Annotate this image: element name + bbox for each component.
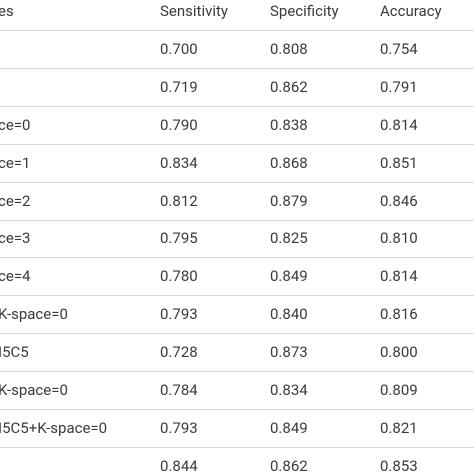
row-divider <box>0 446 474 448</box>
value-cell: 0.846 <box>380 191 418 210</box>
row-divider <box>0 143 474 145</box>
value-cell: 0.868 <box>270 153 308 172</box>
row-divider <box>0 371 474 373</box>
header-cell: es <box>0 2 14 20</box>
value-cell: 0.790 <box>160 115 198 134</box>
row-divider <box>0 181 474 183</box>
header-cell: Sensitivity <box>160 2 229 20</box>
value-cell: 0.849 <box>270 267 308 286</box>
value-cell: 0.853 <box>380 456 418 474</box>
header-cell: Accuracy <box>380 2 442 20</box>
value-cell: 0.873 <box>270 343 308 362</box>
value-cell: 0.862 <box>270 456 308 474</box>
value-cell: 0.780 <box>160 267 198 286</box>
row-divider <box>0 333 474 335</box>
header-cell: Specificity <box>270 2 339 20</box>
row-divider <box>0 409 474 410</box>
row-label: I5C5+K-space=0 <box>0 418 108 437</box>
value-cell: 0.728 <box>160 343 198 362</box>
value-cell: 0.719 <box>160 77 198 96</box>
row-label: ce=1 <box>0 153 31 172</box>
value-cell: 0.810 <box>380 229 418 248</box>
row-label: I5C5 <box>0 343 29 362</box>
row-divider <box>0 219 474 221</box>
value-cell: 0.809 <box>380 381 418 400</box>
value-cell: 0.814 <box>380 267 418 286</box>
row-divider <box>0 295 474 297</box>
value-cell: 0.754 <box>380 39 418 58</box>
row-label: K-space=0 <box>0 305 68 324</box>
row-label: ce=4 <box>0 267 31 286</box>
value-cell: 0.795 <box>160 229 198 248</box>
value-cell: 0.812 <box>160 191 198 210</box>
row-divider <box>0 257 474 259</box>
row-label: ce=2 <box>0 191 31 210</box>
row-label: K-space=0 <box>0 381 68 400</box>
row-divider <box>0 67 474 69</box>
value-cell: 0.840 <box>270 305 308 324</box>
value-cell: 0.700 <box>160 39 198 58</box>
value-cell: 0.793 <box>160 418 198 437</box>
value-cell: 0.849 <box>270 418 308 437</box>
value-cell: 0.844 <box>160 456 198 474</box>
value-cell: 0.825 <box>270 229 308 248</box>
value-cell: 0.784 <box>160 381 198 400</box>
value-cell: 0.791 <box>380 77 418 96</box>
value-cell: 0.834 <box>160 153 198 172</box>
row-divider <box>0 105 474 107</box>
value-cell: 0.808 <box>270 39 308 58</box>
value-cell: 0.814 <box>380 115 418 134</box>
value-cell: 0.838 <box>270 115 308 134</box>
row-label: ce=0 <box>0 115 31 134</box>
value-cell: 0.851 <box>380 153 418 172</box>
value-cell: 0.816 <box>380 305 418 324</box>
value-cell: 0.793 <box>160 305 198 324</box>
row-label: ce=3 <box>0 229 31 248</box>
value-cell: 0.800 <box>380 343 418 362</box>
value-cell: 0.879 <box>270 191 308 210</box>
value-cell: 0.862 <box>270 77 308 96</box>
value-cell: 0.834 <box>270 381 308 400</box>
row-divider <box>0 30 474 31</box>
value-cell: 0.821 <box>380 418 418 437</box>
